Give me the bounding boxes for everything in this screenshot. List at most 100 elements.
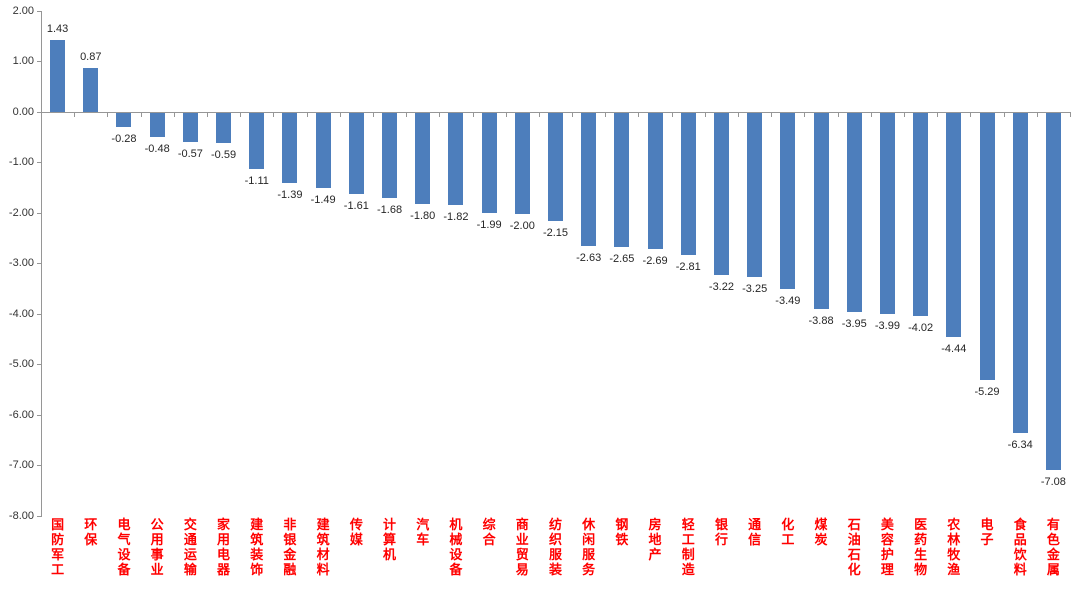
bar (448, 113, 464, 205)
category-label-char: 通 (183, 532, 197, 547)
category-axis-tick (572, 112, 574, 117)
y-axis-tick (37, 313, 42, 315)
category-label: 国防军工 (41, 517, 74, 577)
y-axis-tick (37, 364, 42, 366)
category-axis-tick (1036, 112, 1038, 117)
bar (249, 113, 265, 169)
y-axis-tick-label: -4.00 (8, 307, 34, 320)
category-label-char: 煤 (814, 517, 828, 532)
bar-value-label: -3.95 (841, 318, 867, 331)
category-label-char: 美 (880, 517, 894, 532)
category-label: 建筑装饰 (240, 517, 273, 577)
category-label-char: 产 (648, 547, 662, 562)
category-label-char: 石 (847, 547, 861, 562)
bar-value-label: -1.68 (376, 203, 403, 216)
bar (50, 39, 66, 112)
category-label-char: 有 (1046, 517, 1060, 532)
y-axis-tick-label: -2.00 (8, 206, 34, 219)
bar-value-label: -2.15 (542, 227, 569, 240)
bar (514, 113, 530, 214)
category-label-char: 材 (316, 547, 330, 562)
category-axis-tick (472, 112, 474, 117)
bar (913, 113, 929, 316)
category-axis-tick (406, 112, 408, 117)
bar (581, 113, 597, 246)
category-label-char: 易 (515, 562, 529, 577)
category-label: 医药生物 (904, 517, 937, 577)
category-axis-tick (140, 112, 142, 117)
category-axis-tick (1070, 112, 1071, 117)
bar (614, 113, 630, 247)
category-label-char: 非 (283, 517, 297, 532)
category-label-char: 银 (714, 517, 728, 532)
category-label-char: 设 (449, 547, 463, 562)
bar-value-label: 1.43 (46, 22, 69, 35)
category-label-char: 容 (880, 532, 894, 547)
bar-value-label: -0.28 (111, 133, 137, 146)
bar (747, 113, 763, 277)
category-label: 计算机 (373, 517, 406, 562)
bar (216, 113, 232, 143)
y-axis-tick-label: 0.00 (12, 105, 34, 118)
category-label-char: 行 (714, 532, 728, 547)
bar (149, 113, 165, 138)
category-axis-tick (605, 112, 607, 117)
category-label: 农林牧渔 (937, 517, 970, 577)
category-label-char: 铁 (615, 532, 629, 547)
category-label-char: 器 (217, 562, 231, 577)
category-label-char: 防 (51, 532, 65, 547)
category-label-char: 生 (914, 547, 928, 562)
category-label: 银行 (705, 517, 738, 547)
category-label: 商业贸易 (506, 517, 539, 577)
category-label: 公用事业 (141, 517, 174, 577)
category-label-char: 装 (250, 547, 264, 562)
category-label-char: 公 (150, 517, 164, 532)
bar-value-label: -1.61 (343, 200, 369, 213)
category-label: 传媒 (340, 517, 373, 547)
y-axis-tick-label: -5.00 (8, 358, 34, 371)
category-axis-tick (306, 112, 308, 117)
bar-value-label: -3.22 (708, 281, 734, 294)
bar (1012, 113, 1028, 433)
category-label-char: 品 (1013, 532, 1027, 547)
category-label-char: 金 (1046, 547, 1060, 562)
category-label: 机械设备 (439, 517, 472, 577)
category-label-char: 银 (283, 532, 297, 547)
category-axis-tick (74, 112, 76, 117)
category-label-char: 装 (548, 562, 562, 577)
bar (282, 113, 298, 184)
category-label-char: 造 (681, 562, 695, 577)
bar (415, 113, 431, 204)
category-label-char: 媒 (349, 532, 363, 547)
bar-value-label: -2.69 (642, 254, 668, 267)
category-label-char: 轻 (681, 517, 695, 532)
category-axis-tick (771, 112, 773, 117)
category-axis-tick (804, 112, 806, 117)
category-label-char: 林 (947, 532, 961, 547)
bar-value-label: 0.87 (80, 51, 102, 64)
category-label-char: 物 (914, 562, 928, 577)
category-axis-tick (638, 112, 640, 117)
bar-value-label: -3.88 (808, 314, 834, 327)
category-label: 建筑材料 (307, 517, 340, 577)
bar (83, 68, 99, 112)
category-label-char: 贸 (515, 547, 529, 562)
bar-value-label: -6.34 (1007, 438, 1033, 451)
bar-value-label: -4.02 (908, 321, 934, 334)
bar (979, 113, 995, 380)
category-label-char: 色 (1046, 532, 1060, 547)
bar-value-label: -3.49 (775, 295, 801, 308)
category-label-char: 务 (582, 562, 596, 577)
category-label: 交通运输 (174, 517, 207, 577)
category-label-char: 油 (847, 532, 861, 547)
bar-value-label: -4.44 (941, 342, 967, 355)
y-axis-tick (37, 61, 42, 63)
category-axis-line (41, 112, 1070, 113)
category-label-char: 商 (515, 517, 529, 532)
y-axis-tick (37, 515, 42, 517)
bar (780, 113, 796, 290)
category-label-char: 炭 (814, 532, 828, 547)
category-label-char: 农 (947, 517, 961, 532)
category-axis-tick (870, 112, 872, 117)
category-axis-tick (1003, 112, 1005, 117)
